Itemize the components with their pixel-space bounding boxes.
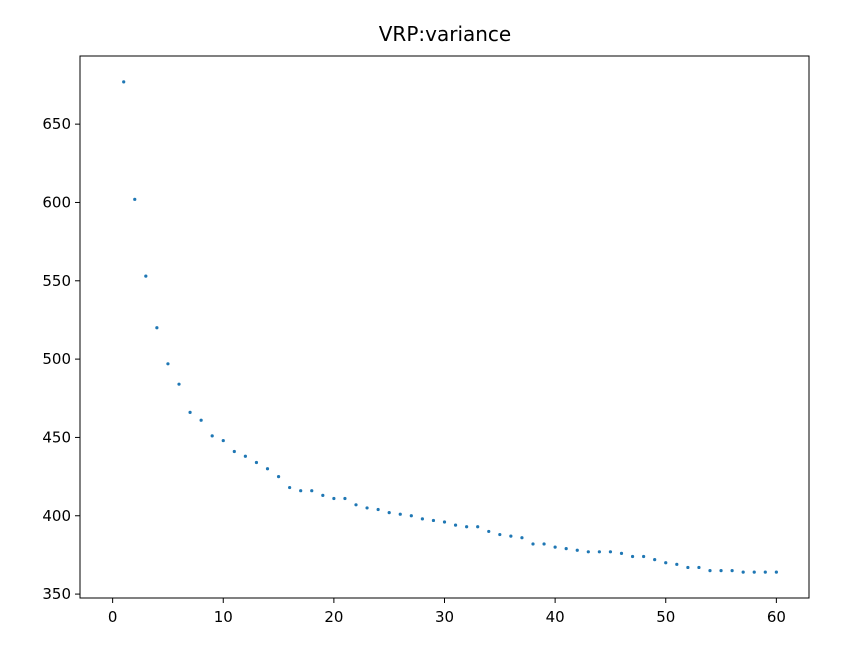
data-point xyxy=(730,568,734,573)
data-point xyxy=(774,570,778,574)
y-tick-label: 500 xyxy=(42,350,71,368)
data-point xyxy=(542,542,546,546)
data-point xyxy=(697,565,701,570)
y-tick-label: 650 xyxy=(42,115,71,133)
data-point xyxy=(630,554,635,559)
data-point xyxy=(144,274,148,278)
y-tick-label: 550 xyxy=(42,272,71,290)
data-point xyxy=(686,565,690,570)
data-point xyxy=(210,434,214,438)
data-point xyxy=(664,561,668,565)
data-point xyxy=(553,545,557,549)
data-point xyxy=(608,550,613,554)
data-point xyxy=(354,503,358,507)
x-tick-label: 60 xyxy=(767,608,786,626)
x-tick-label: 10 xyxy=(214,608,233,626)
data-point xyxy=(133,197,137,201)
data-point xyxy=(752,570,756,574)
data-point xyxy=(288,485,292,490)
data-point xyxy=(265,467,270,471)
data-point xyxy=(387,511,391,515)
y-tick-label: 600 xyxy=(42,193,71,211)
data-point xyxy=(476,525,480,529)
data-point xyxy=(442,520,447,524)
data-point xyxy=(520,536,524,540)
data-point xyxy=(409,514,413,518)
x-tick-label: 30 xyxy=(435,608,454,626)
data-point xyxy=(398,512,402,516)
data-point xyxy=(509,534,513,538)
data-point xyxy=(575,548,579,552)
y-tick-label: 450 xyxy=(42,428,71,446)
data-point xyxy=(122,80,126,84)
data-point xyxy=(243,454,247,458)
data-point xyxy=(763,570,767,574)
y-tick-label: 400 xyxy=(42,507,71,525)
data-point xyxy=(431,518,436,523)
data-point xyxy=(221,438,225,443)
data-point xyxy=(420,517,424,521)
data-point xyxy=(166,362,170,366)
data-point xyxy=(376,507,380,512)
data-point xyxy=(653,558,657,562)
data-point xyxy=(531,542,535,546)
ticks-layer: 0 10 20 30 40 50 60 350 400 450 500 550 600 650 xyxy=(42,115,786,626)
data-point xyxy=(741,570,745,574)
plot-frame xyxy=(79,55,810,599)
data-point xyxy=(276,475,281,479)
data-point xyxy=(332,496,336,501)
data-point xyxy=(310,489,314,493)
data-point xyxy=(453,523,458,527)
data-point xyxy=(321,493,325,497)
data-point xyxy=(254,460,259,465)
data-point xyxy=(619,551,624,555)
data-point xyxy=(177,382,181,386)
data-point xyxy=(708,568,712,573)
data-point xyxy=(498,532,502,537)
data-point xyxy=(719,568,723,573)
data-point xyxy=(199,418,203,422)
x-tick-label: 50 xyxy=(656,608,675,626)
data-point xyxy=(642,554,646,559)
x-tick-label: 0 xyxy=(108,608,118,626)
chart-title: VRP:variance xyxy=(379,22,511,46)
data-point xyxy=(597,550,601,554)
data-point xyxy=(188,410,192,414)
data-point xyxy=(155,326,159,330)
data-point xyxy=(564,547,568,551)
data-point xyxy=(465,525,469,529)
data-point xyxy=(487,529,491,534)
x-tick-label: 40 xyxy=(546,608,565,626)
data-point xyxy=(299,489,303,493)
data-point xyxy=(365,506,369,510)
data-point xyxy=(675,562,679,566)
points-layer xyxy=(122,80,778,574)
data-point xyxy=(586,550,590,554)
data-point xyxy=(343,496,347,501)
data-point xyxy=(232,449,236,454)
x-tick-label: 20 xyxy=(324,608,343,626)
y-tick-label: 350 xyxy=(42,585,71,603)
